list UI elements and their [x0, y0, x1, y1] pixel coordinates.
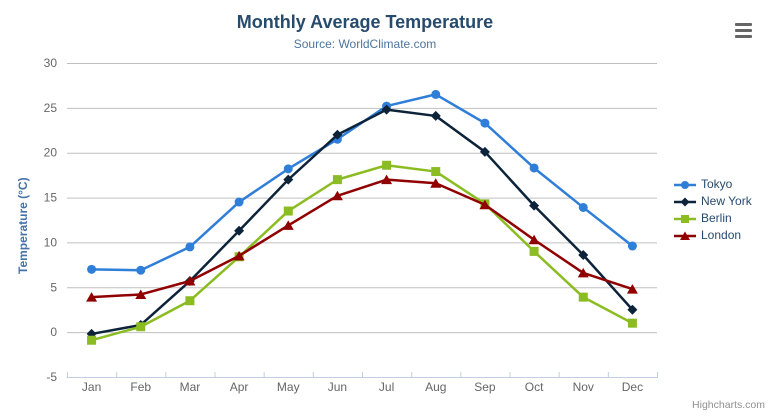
series-berlin-line: [90, 164, 634, 342]
y-axis-label: 20: [44, 146, 58, 160]
series-tokyo: [87, 89, 637, 275]
series-london-point-Apr[interactable]: [233, 250, 245, 261]
y-axis-label: 5: [50, 280, 57, 294]
x-axis-label: Feb: [130, 380, 151, 394]
legend-item-berlin[interactable]: Berlin: [674, 210, 752, 227]
series-berlin: [87, 160, 637, 345]
series-tokyo-point-Aug[interactable]: [431, 89, 441, 99]
credits-link[interactable]: Highcharts.com: [692, 399, 765, 411]
series-berlin-point-Feb[interactable]: [136, 322, 146, 332]
legend-label: London: [701, 228, 742, 242]
series-new-york-point-Dec[interactable]: [627, 304, 638, 315]
series-tokyo-point-Jan[interactable]: [87, 264, 97, 274]
series-tokyo-point-Feb[interactable]: [136, 265, 146, 275]
x-axis-label: Oct: [525, 380, 544, 394]
y-axis-label: 0: [50, 325, 57, 339]
legend-item-london[interactable]: London: [674, 227, 752, 244]
y-axis-label: 25: [44, 101, 58, 115]
legend-symbol-triangle: [674, 231, 696, 240]
series-tokyo-point-Apr[interactable]: [234, 197, 244, 207]
y-axis-label: 30: [44, 56, 58, 70]
series-new-york: [86, 104, 638, 339]
series-tokyo-line: [90, 93, 634, 272]
x-axis-label: Aug: [425, 380, 446, 394]
series-new-york-point-Jul[interactable]: [381, 104, 392, 115]
series-london-point-Sep[interactable]: [479, 199, 491, 210]
series-london-line: [90, 178, 634, 299]
series-berlin-point-Jan[interactable]: [87, 335, 97, 345]
y-axis-label: 10: [44, 235, 58, 249]
x-axis-label: Apr: [230, 380, 249, 394]
series-berlin-point-May[interactable]: [283, 206, 293, 216]
series-new-york-point-Sep[interactable]: [479, 146, 490, 157]
export-menu-button[interactable]: [733, 21, 753, 39]
series-london-point-May[interactable]: [282, 220, 294, 230]
series-london-point-Jul[interactable]: [381, 174, 393, 185]
legend-label: New York: [701, 194, 752, 208]
series-new-york-line: [90, 108, 634, 336]
series-london-point-Feb[interactable]: [135, 289, 147, 299]
series-berlin-point-Jun[interactable]: [332, 175, 342, 185]
x-axis-label: Nov: [573, 380, 594, 394]
series-tokyo-point-Sep[interactable]: [480, 118, 490, 128]
series-london-point-Jun[interactable]: [331, 190, 343, 201]
series-berlin-point-Nov[interactable]: [578, 292, 588, 302]
series-london-point-Nov[interactable]: [577, 267, 589, 278]
x-axis-label: Jan: [82, 380, 101, 394]
series-tokyo-point-Nov[interactable]: [578, 202, 588, 212]
series-new-york-point-Aug[interactable]: [430, 110, 441, 121]
series-london-point-Oct[interactable]: [528, 234, 540, 245]
series-tokyo-point-May[interactable]: [283, 164, 293, 174]
x-axis-label: Dec: [622, 380, 643, 394]
series-london-point-Aug[interactable]: [430, 178, 442, 188]
series-new-york-point-May[interactable]: [283, 174, 294, 185]
x-axis-label: Sep: [474, 380, 496, 394]
series-tokyo-point-Dec[interactable]: [627, 241, 637, 251]
series-berlin-point-Aug[interactable]: [431, 167, 441, 177]
series-new-york-point-Nov[interactable]: [578, 249, 589, 260]
series-berlin-point-Oct[interactable]: [529, 246, 539, 256]
legend-symbol-circle: [674, 180, 696, 189]
hamburger-menu-icon: [734, 22, 752, 38]
series-london-point-Dec[interactable]: [626, 284, 638, 294]
series-berlin-point-Jul[interactable]: [382, 160, 392, 170]
series-new-york-point-Jun[interactable]: [332, 129, 343, 140]
x-axis-label: Jun: [328, 380, 347, 394]
x-axis-label: Mar: [180, 380, 201, 394]
series-tokyo-point-Mar[interactable]: [185, 242, 195, 252]
y-axis-label: -5: [46, 370, 57, 384]
legend-symbol-diamond: [674, 197, 696, 206]
x-axis-label: Jul: [379, 380, 394, 394]
series-london: [86, 174, 638, 302]
series-tokyo-point-Oct[interactable]: [529, 163, 539, 173]
legend-symbol-square: [674, 214, 696, 223]
series-berlin-point-Mar[interactable]: [185, 296, 195, 306]
hamburger-bar: [734, 28, 752, 32]
legend-label: Tokyo: [701, 177, 733, 191]
series-berlin-point-Dec[interactable]: [627, 318, 637, 328]
series-new-york-point-Apr[interactable]: [234, 225, 245, 236]
series-london-point-Mar[interactable]: [184, 276, 196, 286]
hamburger-bar: [734, 22, 752, 26]
y-axis-label: 15: [44, 191, 58, 205]
legend-item-new-york[interactable]: New York: [674, 193, 752, 210]
legend: Tokyo New York Berlin London: [674, 176, 752, 244]
series-new-york-point-Oct[interactable]: [529, 200, 540, 211]
legend-item-tokyo[interactable]: Tokyo: [674, 176, 752, 193]
chart-title: Monthly Average Temperature: [236, 12, 494, 32]
series-london-point-Jan[interactable]: [86, 292, 98, 302]
legend-label: Berlin: [701, 211, 732, 225]
hamburger-bar: [734, 34, 752, 38]
x-axis-label: May: [277, 380, 300, 394]
chart-subtitle: Source: WorldClimate.com: [293, 37, 437, 51]
